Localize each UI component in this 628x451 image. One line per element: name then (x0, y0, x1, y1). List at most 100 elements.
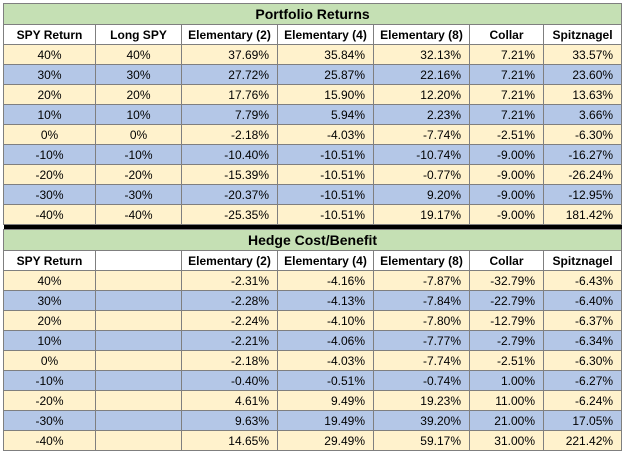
table-cell: -7.77% (373, 330, 470, 351)
table-cell: 19.49% (277, 410, 374, 431)
table-cell: 59.17% (373, 430, 470, 451)
table-cell: -20% (95, 164, 182, 185)
table-row: 10% 10% 7.79% 5.94% 2.23% 7.21% 3.66% (3, 104, 623, 125)
table-row: 30% 30% 27.72% 25.87% 22.16% 7.21% 23.60% (3, 64, 623, 85)
table-cell: 40% (3, 44, 96, 65)
table-cell: 25.87% (277, 64, 374, 85)
table-cell: 9.49% (277, 390, 374, 411)
table-cell: 181.42% (542, 204, 623, 225)
returns-header-cell: Spitznagel (542, 24, 623, 45)
table-separator (3, 224, 622, 230)
table-cell: -40% (95, 204, 182, 225)
table-cell: 13.63% (542, 84, 623, 105)
hedge-header-cell: SPY Return (3, 250, 96, 271)
table-cell: -4.16% (277, 270, 374, 291)
table-cell: 10% (3, 104, 96, 125)
table-cell: -9.00% (469, 184, 544, 205)
table-cell: -12.79% (469, 310, 544, 331)
table-cell: -10% (3, 144, 96, 165)
returns-header-cell: Collar (469, 24, 544, 45)
table-cell: 30% (3, 290, 96, 311)
table-cell: -4.03% (277, 124, 374, 145)
table-cell: 15.90% (277, 84, 374, 105)
table-cell: -32.79% (469, 270, 544, 291)
table-cell: 19.17% (373, 204, 470, 225)
table-cell: -26.24% (542, 164, 623, 185)
table-cell: -10.51% (277, 164, 374, 185)
hedge-header-cell: Elementary (8) (373, 250, 470, 271)
table-cell (95, 370, 182, 391)
table-row: -20% 4.61% 9.49% 19.23% 11.00% -6.24% (3, 390, 623, 411)
returns-table: Portfolio Returns SPY Return Long SPY Eleme… (2, 3, 623, 451)
table-cell: -2.51% (469, 124, 544, 145)
table-row: 0% 0% -2.18% -4.03% -7.74% -2.51% -6.30% (3, 124, 623, 145)
table-row: 0% -2.18% -4.03% -7.74% -2.51% -6.30% (3, 350, 623, 371)
table-row: 40% -2.31% -4.16% -7.87% -32.79% -6.43% (3, 270, 623, 291)
table-cell: 21.00% (469, 410, 544, 431)
table-cell: -10% (3, 370, 96, 391)
table-cell: 22.16% (373, 64, 470, 85)
hedge-header-cell: Collar (469, 250, 544, 271)
hedge-header-cell (95, 250, 182, 271)
table-cell: 0% (3, 124, 96, 145)
table-cell: -2.24% (181, 310, 278, 331)
hedge-header-cell: Spitznagel (542, 250, 623, 271)
table-cell: -2.28% (181, 290, 278, 311)
table-row: 40% 40% 37.69% 35.84% 32.13% 7.21% 33.57% (3, 44, 623, 65)
table-row: -10% -10% -10.40% -10.51% -10.74% -9.00% -16.2… (3, 144, 623, 165)
table-cell: 32.13% (373, 44, 470, 65)
table-cell: 7.21% (469, 104, 544, 125)
table-cell: -6.24% (542, 390, 623, 411)
table-cell: -20% (3, 164, 96, 185)
table-cell: 27.72% (181, 64, 278, 85)
table-cell: 37.69% (181, 44, 278, 65)
table-cell (95, 310, 182, 331)
table-cell: 40% (95, 44, 182, 65)
table-row: -30% 9.63% 19.49% 39.20% 21.00% 17.05% (3, 410, 623, 431)
table-cell (95, 290, 182, 311)
table-cell: -40% (3, 204, 96, 225)
table-cell: -2.21% (181, 330, 278, 351)
table-cell: -22.79% (469, 290, 544, 311)
table-cell: 17.76% (181, 84, 278, 105)
table-cell: 11.00% (469, 390, 544, 411)
table-cell: 1.00% (469, 370, 544, 391)
returns-header-cell: Elementary (4) (277, 24, 374, 45)
table-cell: -7.87% (373, 270, 470, 291)
table-cell: 3.66% (542, 104, 623, 125)
table-row: 20% 20% 17.76% 15.90% 12.20% 7.21% 13.63% (3, 84, 623, 105)
table-cell: -6.40% (542, 290, 623, 311)
table-cell: -4.06% (277, 330, 374, 351)
table-cell: 12.20% (373, 84, 470, 105)
table-cell: -4.03% (277, 350, 374, 371)
table-cell: 5.94% (277, 104, 374, 125)
table-cell: 7.79% (181, 104, 278, 125)
table-cell: -2.18% (181, 350, 278, 371)
table-cell: 9.63% (181, 410, 278, 431)
table-cell: 40% (3, 270, 96, 291)
table-cell: -0.51% (277, 370, 374, 391)
table-cell: -20% (3, 390, 96, 411)
table-cell: 9.20% (373, 184, 470, 205)
table-cell: -6.30% (542, 124, 623, 145)
table-cell: -6.27% (542, 370, 623, 391)
table-cell: 7.21% (469, 44, 544, 65)
table-cell: -2.18% (181, 124, 278, 145)
table-cell: -0.74% (373, 370, 470, 391)
table-cell: 2.23% (373, 104, 470, 125)
table-cell: 17.05% (542, 410, 623, 431)
table-cell: 19.23% (373, 390, 470, 411)
table-cell: -25.35% (181, 204, 278, 225)
table-row: -40% 14.65% 29.49% 59.17% 31.00% 221.42% (3, 430, 623, 451)
table-cell: -30% (3, 410, 96, 431)
table-cell: -7.74% (373, 124, 470, 145)
table-cell: -10% (95, 144, 182, 165)
table-cell: 14.65% (181, 430, 278, 451)
table-row: 20% -2.24% -4.10% -7.80% -12.79% -6.37% (3, 310, 623, 331)
table-cell: 39.20% (373, 410, 470, 431)
table-cell (95, 270, 182, 291)
table-cell: 23.60% (542, 64, 623, 85)
table-cell: -20.37% (181, 184, 278, 205)
table-cell (95, 350, 182, 371)
table-cell: -10.51% (277, 144, 374, 165)
